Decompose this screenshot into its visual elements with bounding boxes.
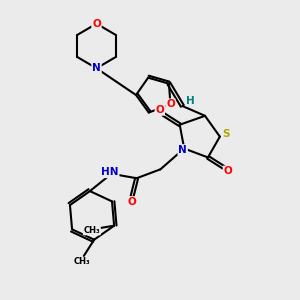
Text: S: S	[223, 129, 230, 139]
Text: HN: HN	[101, 167, 118, 177]
Text: CH₃: CH₃	[83, 226, 100, 235]
Text: H: H	[186, 96, 195, 106]
Text: O: O	[155, 105, 164, 115]
Text: O: O	[128, 197, 136, 207]
Text: O: O	[92, 19, 101, 29]
Text: CH₃: CH₃	[74, 257, 91, 266]
Text: N: N	[178, 145, 187, 155]
Text: O: O	[166, 99, 175, 109]
Text: O: O	[224, 167, 232, 176]
Text: N: N	[92, 63, 101, 73]
